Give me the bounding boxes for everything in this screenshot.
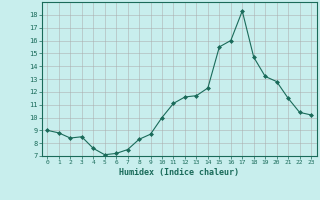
X-axis label: Humidex (Indice chaleur): Humidex (Indice chaleur): [119, 168, 239, 177]
